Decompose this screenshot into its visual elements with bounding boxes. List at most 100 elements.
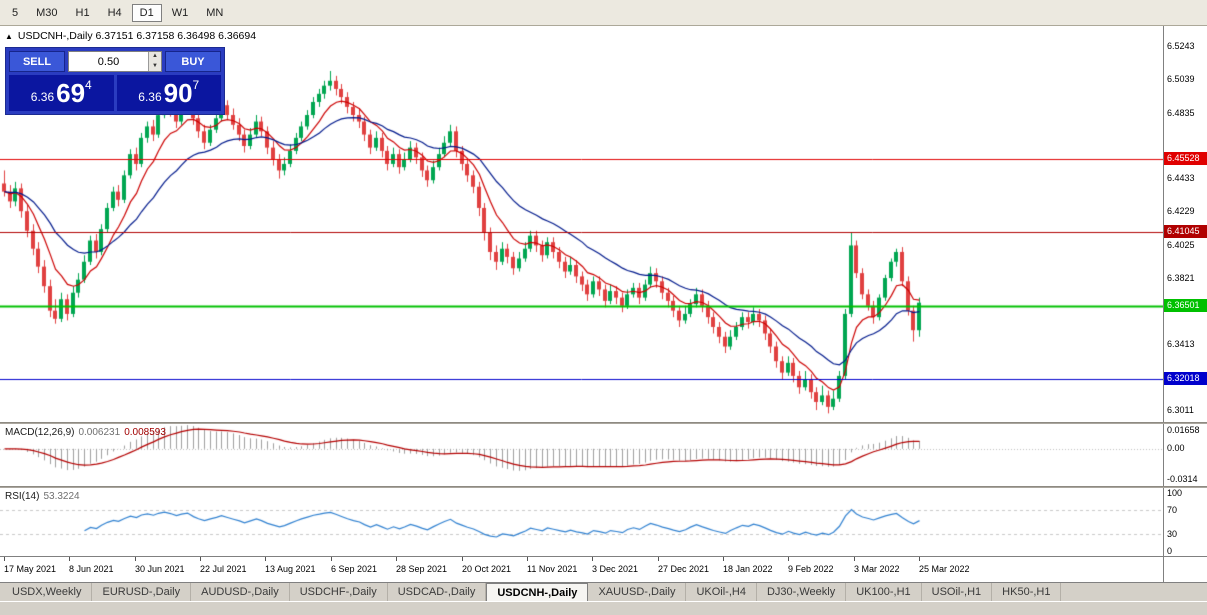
macd-title: MACD(12,26,9) [5, 427, 75, 438]
buy-price-big: 90 [163, 78, 193, 108]
chart-tab-usdcad-daily[interactable]: USDCAD-,Daily [388, 583, 487, 601]
timeframe-button-w1[interactable]: W1 [164, 4, 197, 22]
price-tick-label: 6.3413 [1167, 339, 1195, 350]
macd-canvas[interactable] [0, 424, 1163, 486]
timeframe-button-h4[interactable]: H4 [100, 4, 130, 22]
price-badge-6.41045: 6.41045 [1164, 225, 1207, 239]
sell-price-prefix: 6.36 [30, 90, 55, 104]
buy-price-prefix: 6.36 [138, 90, 162, 104]
date-label: 11 Nov 2021 [527, 564, 578, 574]
volume-up-button[interactable]: ▲ [149, 52, 161, 62]
time-tick [723, 557, 724, 561]
macd-scale-label: -0.0314 [1167, 474, 1198, 484]
buy-button[interactable]: BUY [165, 51, 221, 72]
date-label: 27 Dec 2021 [658, 564, 710, 574]
rsi-canvas[interactable] [0, 488, 1163, 556]
one-click-trading-panel: SELL 0.50 ▲ ▼ BUY 6.36 69 4 6.36 90 7 [5, 47, 225, 115]
date-label: 3 Mar 2022 [854, 564, 900, 574]
price-tick-label: 6.5039 [1167, 74, 1195, 85]
price-badge-6.32018: 6.32018 [1164, 372, 1207, 386]
date-label: 18 Jan 2022 [723, 564, 773, 574]
rsi-scale-label: 0 [1167, 546, 1173, 556]
date-label: 13 Aug 2021 [265, 564, 316, 574]
chart-tab-audusd-daily[interactable]: AUDUSD-,Daily [191, 583, 290, 601]
time-tick [69, 557, 70, 561]
price-badge-6.45528: 6.45528 [1164, 152, 1207, 166]
sell-button[interactable]: SELL [9, 51, 65, 72]
macd-axis[interactable]: 0.01658 0.00 -0.0314 [1163, 424, 1207, 486]
date-label: 3 Dec 2021 [592, 564, 639, 574]
rsi-axis[interactable]: 100 70 30 0 [1163, 488, 1207, 556]
time-tick [919, 557, 920, 561]
rsi-value: 53.3224 [43, 491, 80, 502]
time-tick [854, 557, 855, 561]
rsi-plot[interactable]: RSI(14) 53.3224 [0, 488, 1163, 556]
rsi-title: RSI(14) [5, 491, 40, 502]
chart-tab-uk100-h1[interactable]: UK100-,H1 [846, 583, 922, 601]
macd-scale-label: 0.00 [1167, 442, 1185, 453]
rsi-label: RSI(14) 53.3224 [5, 491, 80, 502]
chart-tab-usdx-weekly[interactable]: USDX,Weekly [2, 583, 93, 601]
time-tick [265, 557, 266, 561]
volume-down-button[interactable]: ▼ [149, 61, 161, 71]
chart-tab-eurusd-daily[interactable]: EURUSD-,Daily [92, 583, 192, 601]
rsi-panel: RSI(14) 53.3224 100 70 30 0 [0, 488, 1207, 556]
timeframe-button-5[interactable]: 5 [4, 4, 26, 22]
date-label: 9 Feb 2022 [788, 564, 834, 574]
timeframe-button-d1[interactable]: D1 [131, 3, 162, 22]
sell-price-big: 69 [56, 78, 86, 108]
chart-window: ▲ USDCNH-,Daily 6.37151 6.37158 6.36498 6… [0, 26, 1207, 582]
time-tick [331, 557, 332, 561]
panel-splitter[interactable] [0, 422, 1207, 424]
macd-plot[interactable]: MACD(12,26,9) 0.006231 0.008593 [0, 424, 1163, 486]
chart-tab-usdcnh-daily[interactable]: USDCNH-,Daily [486, 583, 589, 601]
time-tick [592, 557, 593, 561]
date-label: 20 Oct 2021 [462, 564, 512, 574]
rsi-scale-label: 100 [1167, 488, 1183, 498]
date-label: 6 Sep 2021 [331, 564, 378, 574]
price-badge-6.36501: 6.36501 [1164, 299, 1207, 313]
sell-price-display[interactable]: 6.36 69 4 [9, 75, 114, 111]
chart-tab-xauusd-daily[interactable]: XAUUSD-,Daily [588, 583, 687, 601]
timeframe-button-h1[interactable]: H1 [68, 4, 98, 22]
date-label: 17 May 2021 [4, 564, 57, 574]
buy-price-display[interactable]: 6.36 90 7 [116, 75, 221, 111]
rsi-scale-label: 30 [1167, 529, 1178, 539]
timeframe-button-mn[interactable]: MN [198, 4, 231, 22]
macd-scale-label: 0.01658 [1167, 425, 1200, 435]
chart-tab-hk50-h1[interactable]: HK50-,H1 [992, 583, 1062, 601]
time-tick [396, 557, 397, 561]
volume-spinner[interactable]: 0.50 ▲ ▼ [68, 51, 162, 72]
time-tick [135, 557, 136, 561]
chart-tab-usoil-h1[interactable]: USOil-,H1 [922, 583, 993, 601]
chart-tab-bar: USDX,Weekly EURUSD-,Daily AUDUSD-,Daily USD… [0, 582, 1207, 601]
date-label: 25 Mar 2022 [919, 564, 970, 574]
date-label: 22 Jul 2021 [200, 564, 247, 574]
symbol-header: ▲ USDCNH-,Daily 6.37151 6.37158 6.36498 6… [5, 30, 256, 42]
price-tick-label: 6.4229 [1167, 206, 1195, 217]
rsi-scale-label: 70 [1167, 505, 1178, 515]
price-axis[interactable]: 6.5243 6.5039 6.4835 6.4433 6.4229 6.4025 6.38… [1163, 26, 1207, 422]
timeframe-button-m30[interactable]: M30 [28, 4, 65, 22]
time-tick [527, 557, 528, 561]
time-tick [462, 557, 463, 561]
main-chart-panel: ▲ USDCNH-,Daily 6.37151 6.37158 6.36498 6… [0, 26, 1207, 422]
chart-tab-dj30-weekly[interactable]: DJ30-,Weekly [757, 583, 847, 601]
time-axis[interactable]: 17 May 2021 8 Jun 2021 30 Jun 2021 22 Jul 2… [0, 557, 1163, 582]
one-click-collapse-icon[interactable]: ▲ [5, 32, 13, 41]
sell-price-sup: 4 [85, 78, 92, 92]
main-chart-plot[interactable]: ▲ USDCNH-,Daily 6.37151 6.37158 6.36498 6… [0, 26, 1163, 422]
time-tick [200, 557, 201, 561]
symbol-ohlc-text: USDCNH-,Daily 6.37151 6.37158 6.36498 6.… [17, 30, 257, 42]
price-tick-label: 6.3821 [1167, 272, 1195, 283]
time-tick [788, 557, 789, 561]
status-bar [0, 601, 1207, 615]
chart-tab-usdchf-daily[interactable]: USDCHF-,Daily [290, 583, 388, 601]
date-label: 8 Jun 2021 [69, 564, 114, 574]
price-tick-label: 6.4835 [1167, 107, 1195, 118]
volume-value[interactable]: 0.50 [97, 55, 120, 68]
time-axis-row: 17 May 2021 8 Jun 2021 30 Jun 2021 22 Jul 2… [0, 556, 1207, 582]
panel-splitter[interactable] [0, 486, 1207, 488]
chart-tab-ukoil-h4[interactable]: UKOil-,H4 [686, 583, 757, 601]
